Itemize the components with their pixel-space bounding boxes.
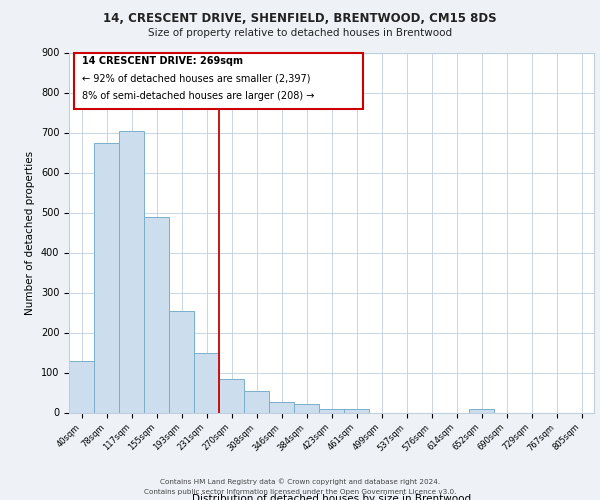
Bar [344, 408, 369, 412]
Bar [94, 142, 119, 412]
Y-axis label: Number of detached properties: Number of detached properties [25, 150, 35, 314]
FancyBboxPatch shape [74, 52, 363, 108]
Text: Size of property relative to detached houses in Brentwood: Size of property relative to detached ho… [148, 28, 452, 38]
Text: Contains HM Land Registry data © Crown copyright and database right 2024.: Contains HM Land Registry data © Crown c… [160, 478, 440, 485]
Bar [144, 216, 169, 412]
Bar [169, 310, 194, 412]
Bar [69, 360, 94, 412]
Text: 14 CRESCENT DRIVE: 269sqm: 14 CRESCENT DRIVE: 269sqm [82, 56, 243, 66]
Bar [244, 390, 269, 412]
Bar [294, 404, 319, 412]
Bar [194, 352, 219, 412]
Bar [269, 402, 294, 412]
Text: Contains public sector information licensed under the Open Government Licence v3: Contains public sector information licen… [144, 489, 456, 495]
Bar [469, 408, 494, 412]
Text: 14, CRESCENT DRIVE, SHENFIELD, BRENTWOOD, CM15 8DS: 14, CRESCENT DRIVE, SHENFIELD, BRENTWOOD… [103, 12, 497, 26]
X-axis label: Distribution of detached houses by size in Brentwood: Distribution of detached houses by size … [192, 494, 471, 500]
Bar [219, 378, 244, 412]
Bar [319, 408, 344, 412]
Bar [119, 130, 144, 412]
Text: 8% of semi-detached houses are larger (208) →: 8% of semi-detached houses are larger (2… [82, 91, 314, 101]
Text: ← 92% of detached houses are smaller (2,397): ← 92% of detached houses are smaller (2,… [82, 74, 311, 84]
